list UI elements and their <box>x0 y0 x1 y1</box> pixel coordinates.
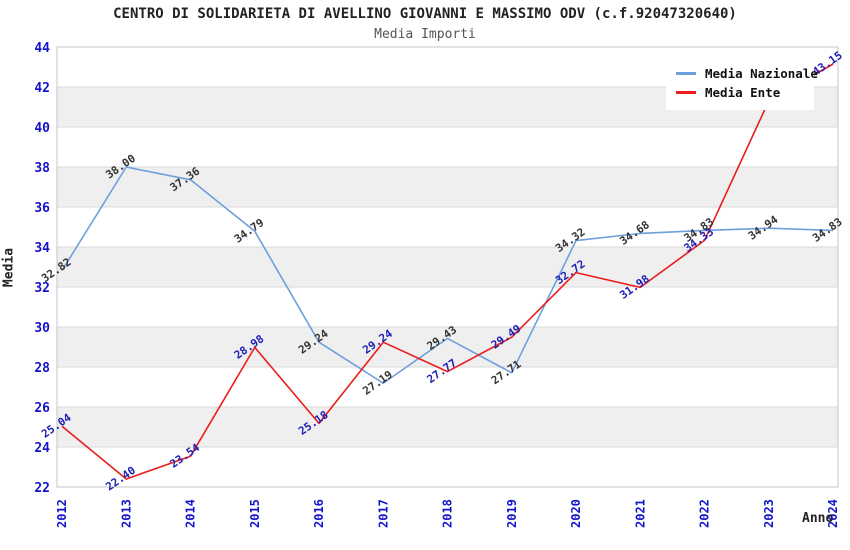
legend: Media Nazionale Media Ente <box>666 56 818 110</box>
legend-item-media-nazionale: Media Nazionale <box>676 65 818 82</box>
plot-band <box>57 167 838 207</box>
x-tick-label: 2014 <box>184 499 198 528</box>
y-tick-label: 30 <box>34 321 50 336</box>
x-axis-title: Anno <box>802 511 834 526</box>
y-tick-label: 36 <box>34 201 50 216</box>
x-tick-label: 2020 <box>569 499 583 528</box>
y-tick-label: 22 <box>34 481 50 496</box>
y-tick-label: 28 <box>34 361 50 376</box>
y-tick-label: 26 <box>34 401 50 416</box>
legend-label-media-nazionale: Media Nazionale <box>705 66 818 81</box>
x-tick-label: 2019 <box>505 499 519 528</box>
x-tick-label: 2013 <box>119 499 133 528</box>
y-tick-label: 24 <box>34 441 50 456</box>
x-tick-label: 2022 <box>698 499 712 528</box>
plot-band <box>57 407 838 447</box>
x-tick-label: 2015 <box>248 499 262 528</box>
point-label: 22.40 <box>103 464 138 494</box>
x-tick-label: 2024 <box>826 499 840 528</box>
x-tick-label: 2017 <box>376 499 390 528</box>
x-tick-label: 2018 <box>441 499 455 528</box>
y-tick-label: 34 <box>34 241 50 256</box>
y-tick-label: 32 <box>34 281 50 296</box>
series-line-1 <box>61 63 834 480</box>
legend-swatch-media-ente <box>676 91 696 94</box>
chart-title: CENTRO DI SOLIDARIETA DI AVELLINO GIOVAN… <box>113 6 737 22</box>
x-tick-label: 2012 <box>55 499 69 528</box>
y-tick-label: 40 <box>34 121 50 136</box>
plot-band <box>57 327 838 367</box>
series-line-0 <box>61 166 834 385</box>
legend-item-media-ente: Media Ente <box>676 84 808 101</box>
chart-subtitle: Media Importi <box>374 27 476 42</box>
point-label: 34.83 <box>810 215 845 245</box>
x-tick-label: 2021 <box>633 499 647 528</box>
plot-band <box>57 247 838 287</box>
legend-label-media-ente: Media Ente <box>705 85 781 100</box>
plot-border <box>56 46 839 488</box>
legend-swatch-media-nazionale <box>676 72 696 75</box>
x-tick-label: 2016 <box>312 499 326 528</box>
y-axis-title: Media <box>1 247 17 288</box>
x-tick-label: 2023 <box>762 499 776 528</box>
y-tick-label: 38 <box>34 161 50 176</box>
y-tick-label: 42 <box>34 81 50 96</box>
y-tick-label: 44 <box>34 41 50 56</box>
